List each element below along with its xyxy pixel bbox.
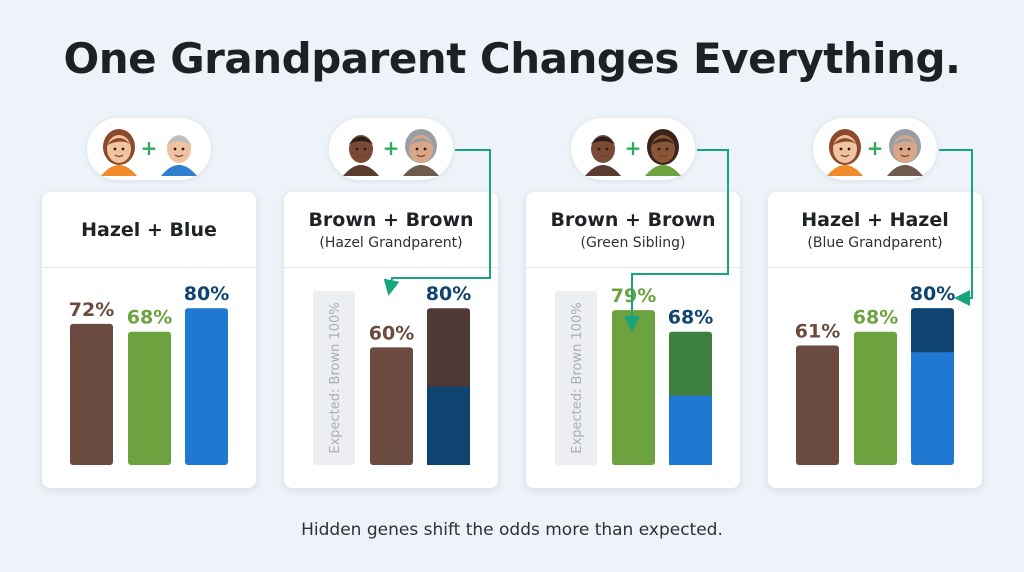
parents-avatars: + <box>585 129 681 176</box>
panel-title: Hazel + Hazel <box>801 208 949 231</box>
bar-chart-3: Expected: Brown 100% 79% 68% <box>555 285 713 465</box>
plus-icon: + <box>141 136 158 160</box>
bar-segment <box>669 395 712 465</box>
bar-segment-cap <box>911 348 954 353</box>
dark-skinned-woman-icon <box>645 129 681 176</box>
bar <box>70 323 113 465</box>
older-man-gray-hair-icon <box>161 135 197 176</box>
page-title: One Grandparent Changes Everything. <box>63 34 961 83</box>
parents-avatar-pill-1: + <box>87 118 211 180</box>
data-label: 68% <box>668 307 713 329</box>
expected-ghost-bar <box>313 291 355 465</box>
data-label: 68% <box>853 307 898 329</box>
woman-brown-hair-icon <box>101 129 137 176</box>
grandmother-gray-hair-icon <box>887 129 923 176</box>
bar-segment <box>911 308 954 353</box>
bar <box>612 310 655 465</box>
data-label: 80% <box>184 283 229 305</box>
parents-avatar-pill-3: + <box>571 118 695 180</box>
data-label: 72% <box>69 299 114 321</box>
data-label: 80% <box>910 283 955 305</box>
panel-card-1: Hazel + Blue 72% 68% 80% <box>42 192 256 488</box>
parents-avatars: + <box>827 129 923 176</box>
plus-icon: + <box>383 136 400 160</box>
panel-header: Hazel + Hazel (Blue Grandparent) <box>768 192 982 268</box>
panel-card-2: Brown + Brown (Hazel Grandparent) Expect… <box>284 192 498 488</box>
woman-brown-hair-icon <box>827 129 863 176</box>
bar <box>185 308 228 465</box>
plus-icon: + <box>867 136 884 160</box>
bar-chart-4: 61% 68% 80% <box>795 283 955 465</box>
footer-caption: Hidden genes shift the odds more than ex… <box>301 520 723 540</box>
bar-chart-2: Expected: Brown 100% 60% 80% <box>313 283 471 465</box>
plus-icon: + <box>625 136 642 160</box>
expected-label: Expected: Brown 100% <box>328 302 343 453</box>
parents-avatars: + <box>343 129 439 176</box>
panel-card-3: Brown + Brown (Green Sibling) Expected: … <box>526 192 740 488</box>
grandmother-gray-hair-icon <box>403 129 439 176</box>
dark-skinned-man-icon <box>585 135 621 176</box>
bar-segment <box>427 386 470 465</box>
expected-label: Expected: Brown 100% <box>570 302 585 453</box>
parents-avatar-pill-4: + <box>813 118 937 180</box>
data-label: 60% <box>369 322 414 344</box>
bar-segment-cap <box>669 461 712 465</box>
bar-segment-cap <box>427 461 470 465</box>
data-label: 80% <box>426 283 471 305</box>
bar-chart-1: 72% 68% 80% <box>69 283 229 465</box>
bar <box>128 331 171 465</box>
parents-avatars: + <box>101 129 197 176</box>
panel-card-4: Hazel + Hazel (Blue Grandparent) 61% 68% 8… <box>768 192 982 488</box>
data-label: 61% <box>795 320 840 342</box>
parents-avatar-pill-2: + <box>329 118 453 180</box>
bar <box>796 345 839 465</box>
panel-subtitle: (Blue Grandparent) <box>807 234 943 251</box>
bar <box>370 347 413 465</box>
panel-title: Hazel + Blue <box>81 218 217 241</box>
data-label: 79% <box>611 285 656 307</box>
bar <box>854 331 897 465</box>
expected-ghost-bar <box>555 291 597 465</box>
data-label: 68% <box>127 307 172 329</box>
panel-header: Hazel + Blue <box>42 192 256 268</box>
dark-skinned-man-icon <box>343 135 379 176</box>
